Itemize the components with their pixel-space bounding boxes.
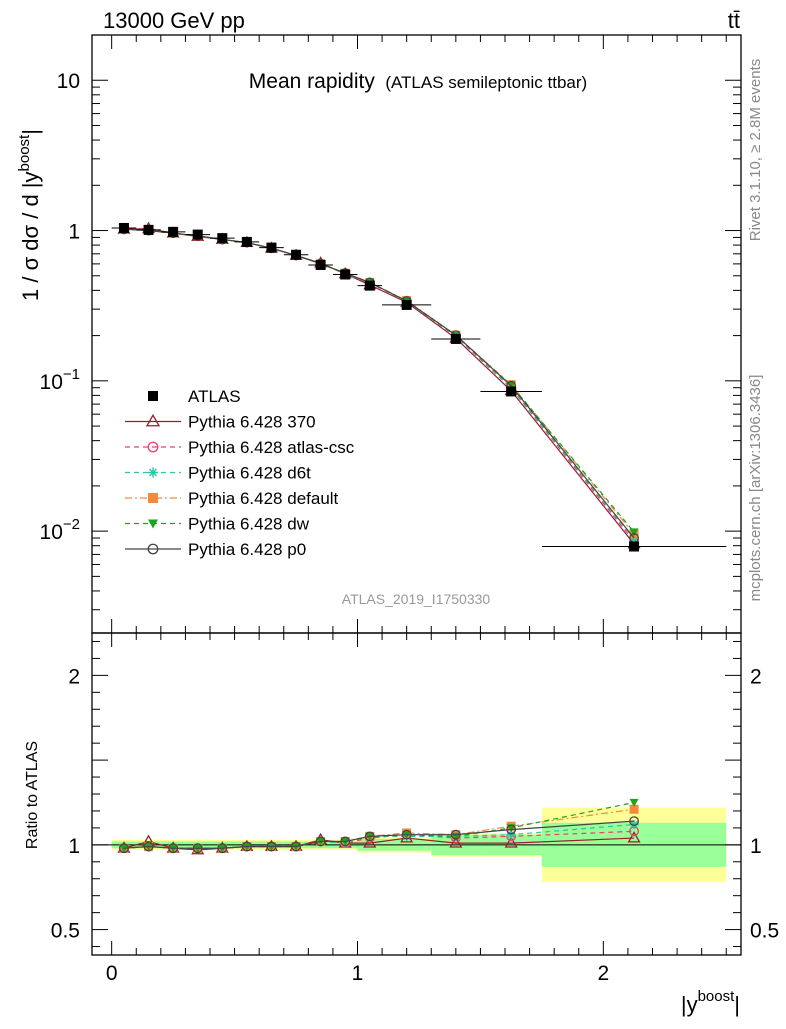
process-label: tt̄ <box>728 8 740 33</box>
ratio-series-marker <box>192 843 203 854</box>
data-point <box>168 226 179 237</box>
legend-label: Pythia 6.428 370 <box>188 413 316 432</box>
data-point <box>629 541 640 552</box>
legend-label: Pythia 6.428 atlas-csc <box>188 438 355 457</box>
data-point <box>118 222 129 233</box>
legend-label: Pythia 6.428 dw <box>188 515 310 534</box>
main-ylabel: 1 / σ dσ / d |yboost| <box>16 129 43 301</box>
legend-marker <box>148 467 158 478</box>
ratio-series-marker <box>364 831 375 842</box>
ratio-series-marker <box>291 841 301 852</box>
ratio-series-marker <box>506 824 517 835</box>
x-tick-label: 1 <box>352 962 364 985</box>
ratio-series-marker <box>143 841 154 852</box>
data-point <box>217 233 228 244</box>
ratio-series-marker <box>363 836 377 848</box>
legend-marker <box>148 391 158 401</box>
ratio-y-tick-label-right: 2 <box>750 665 762 688</box>
ratio-series-marker <box>449 836 463 848</box>
ratio-series-marker <box>340 836 351 847</box>
data-point <box>241 236 252 247</box>
legend-marker <box>147 543 159 555</box>
rivet-label: Rivet 3.1.10, ≥ 2.8M events <box>747 59 764 242</box>
data-point <box>340 269 351 280</box>
plot-title: Mean rapidity <box>249 70 376 93</box>
ratio-plot-frame <box>91 632 742 956</box>
ratio-series-group <box>117 798 641 855</box>
tick-labels: 10 1 10−1 10−2 2 2 1 1 0.5 0.5 0 1 2 <box>40 70 780 985</box>
x-tick-label: 2 <box>597 962 609 985</box>
legend-label: Pythia 6.428 default <box>188 489 339 508</box>
main-y-tick-label: 10 <box>57 70 80 93</box>
ratio-y-tick-label: 2 <box>68 665 80 688</box>
main-ylabel-sup: boost <box>16 134 33 172</box>
data-point <box>266 242 277 253</box>
legend-label: ATLAS <box>188 387 241 406</box>
legend-marker <box>145 413 161 427</box>
ratio-series-marker <box>119 843 129 854</box>
ratio-series-marker <box>401 829 412 840</box>
ratio-y-tick-label-right: 1 <box>750 835 762 858</box>
ratio-ylabel: Ratio to ATLAS <box>24 741 41 849</box>
data-point <box>450 333 461 344</box>
data-point <box>506 386 517 397</box>
main-series-line <box>123 228 635 533</box>
ratio-series-marker <box>506 830 516 840</box>
ratio-series-line <box>123 820 635 849</box>
main-series-marker <box>629 534 639 544</box>
ratio-series-marker <box>629 804 639 814</box>
data-point <box>291 249 302 260</box>
analysis-label: ATLAS_2019_I1750330 <box>342 591 491 607</box>
main-y-tick-label: 10−2 <box>40 516 80 544</box>
ratio-xlabel-tail: | <box>734 992 740 1017</box>
legend-marker <box>148 493 158 503</box>
ratio-series-marker <box>629 798 639 807</box>
ratio-series-marker <box>315 836 326 847</box>
main-series-group <box>111 221 727 552</box>
main-ylabel-tail: | <box>18 129 43 135</box>
data-point <box>192 229 203 240</box>
legend-marker <box>148 519 158 529</box>
ratio-y-tick-label: 0.5 <box>51 920 80 943</box>
ratio-series-marker <box>217 843 228 854</box>
ratio-series-marker <box>504 836 518 848</box>
ratio-series-marker <box>266 841 277 852</box>
data-point <box>401 299 412 310</box>
legend-marker <box>147 441 159 453</box>
ratio-xlabel-sup: boost <box>698 988 736 1005</box>
ratio-y-tick-label-right: 0.5 <box>750 920 779 943</box>
ratio-series-marker <box>168 843 179 854</box>
mcplots-label: mcplots.cern.ch [arXiv:1306.3436] <box>747 375 764 602</box>
legend-label: Pythia 6.428 d6t <box>188 464 311 483</box>
ratio-series-marker <box>627 831 641 843</box>
main-y-tick-label: 1 <box>68 221 80 244</box>
main-y-tick-label: 10−1 <box>40 366 80 394</box>
ratio-xlabel-text: |y <box>681 992 698 1017</box>
main-series-marker <box>629 528 639 537</box>
ratio-series-marker <box>241 841 252 852</box>
data-point <box>364 280 375 291</box>
energy-label: 13000 GeV pp <box>103 8 245 33</box>
ratio-series-marker <box>119 844 129 853</box>
ratio-series-marker <box>629 816 639 827</box>
plot-title-row: Mean rapidity (ATLAS semileptonic ttbar) <box>249 70 587 93</box>
plot-subtitle: (ATLAS semileptonic ttbar) <box>385 73 587 92</box>
legend-label: Pythia 6.428 p0 <box>188 540 306 559</box>
data-point <box>143 224 154 235</box>
ratio-y-tick-label: 1 <box>68 835 80 858</box>
legend: ATLAS Pythia 6.428 370 Pythia 6.428 atlas-… <box>125 387 355 559</box>
ratio-xlabel: |yboost| <box>681 988 740 1017</box>
ratio-series-marker <box>450 829 461 840</box>
main-ylabel-text: 1 / σ dσ / d |y <box>18 171 43 300</box>
axes-frames <box>91 34 742 956</box>
ratio-series-marker <box>629 820 639 830</box>
data-point <box>315 259 326 270</box>
x-tick-label: 0 <box>106 962 118 985</box>
